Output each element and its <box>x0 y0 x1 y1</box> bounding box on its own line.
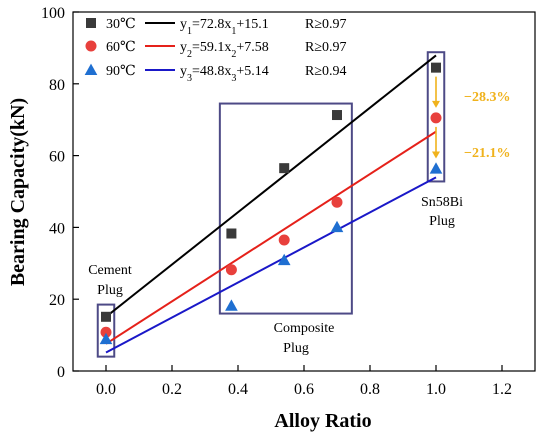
y-tick-label: 40 <box>49 220 65 237</box>
sn58bi-plug-label-line1: Sn58Bi <box>421 195 463 210</box>
legend-marker-3 <box>84 63 98 76</box>
plot-frame <box>72 11 536 372</box>
legend-r-value-2: R≥0.97 <box>305 40 347 55</box>
cement-plug-label-line1: Cement <box>88 263 132 278</box>
annotation-boxes <box>96 51 446 358</box>
annotation-box-1 <box>96 303 116 358</box>
data-point-series3 <box>99 332 113 345</box>
drop-arrow-30-to-60-head <box>432 100 440 108</box>
data-point-series3 <box>429 162 443 174</box>
composite-plug-label-line2: Plug <box>283 341 309 356</box>
tick-labels: 0.0 0.2 0.4 0.6 0.8 1.0 1.2 0 20 40 60 80 100 <box>41 5 512 398</box>
data-point-series2 <box>225 264 237 276</box>
x-tick-label: 0.2 <box>162 381 182 398</box>
plug-labels: Cement Plug Composite Plug Sn58Bi Plug <box>88 195 463 356</box>
legend-name-1: 30℃ <box>106 17 136 32</box>
data-point-series1 <box>431 62 441 73</box>
sn58bi-plug-label-line2: Plug <box>429 214 455 229</box>
legend-marker-1 <box>86 18 96 28</box>
legend-equation-1: y1=72.8x1+15.1 <box>180 17 269 37</box>
drop-arrow-60-to-90 <box>432 126 440 159</box>
annotation-box-2 <box>218 102 353 315</box>
legend-r-value-3: R≥0.94 <box>305 64 347 79</box>
legend-equation-2: y2=59.1x2+7.58 <box>180 40 269 60</box>
y-tick-label: 80 <box>49 77 65 94</box>
y-tick-label: 20 <box>49 292 65 309</box>
legend-r-value-1: R≥0.97 <box>305 17 347 32</box>
cement-plug-label-line2: Plug <box>97 283 123 298</box>
fit-line-3 <box>105 176 437 354</box>
annotation-box-3 <box>426 51 446 183</box>
x-tick-label: 0.8 <box>360 381 380 398</box>
drop-arrow-30-to-60 <box>432 76 440 108</box>
fit-line-2 <box>105 130 437 345</box>
composite-plug-label-line1: Composite <box>274 321 335 336</box>
data-point-series1 <box>279 163 290 174</box>
data-point-series2 <box>278 234 290 246</box>
y-tick-label: 100 <box>41 5 65 22</box>
data-point-series3 <box>330 220 344 233</box>
legend-name-2: 60℃ <box>106 40 136 55</box>
data-point-series3 <box>225 299 238 311</box>
data-point-series2 <box>430 112 442 124</box>
data-point-series2 <box>100 326 112 338</box>
data-point-series1 <box>226 228 237 239</box>
legend-equation-3: y3=48.8x3+5.14 <box>180 64 269 84</box>
y-tick-label: 0 <box>57 364 65 381</box>
fit-lines <box>105 54 437 354</box>
x-tick-label: 0.6 <box>294 381 314 398</box>
fit-line-1 <box>105 54 437 318</box>
legend-name-3: 90℃ <box>106 64 136 79</box>
data-point-series3 <box>277 253 291 266</box>
y-tick-label: 60 <box>49 149 65 166</box>
drop-arrow-60-to-90-head <box>432 151 440 159</box>
x-tick-label: 0.0 <box>96 381 116 398</box>
data-markers <box>99 62 443 345</box>
data-point-series2 <box>331 196 343 208</box>
x-tick-label: 1.0 <box>426 381 446 398</box>
y-axis-title: Bearing Capacity(kN) <box>7 98 29 286</box>
legend: 30℃ y1=72.8x1+15.1 R≥0.97 60℃ y2=59.1x2+7.58… <box>84 17 347 84</box>
x-tick-label: 0.4 <box>228 381 248 398</box>
drop-percentage-60-to-90: −21.1% <box>464 146 510 161</box>
x-tick-label: 1.2 <box>492 381 512 398</box>
legend-marker-2 <box>85 40 97 52</box>
data-point-series1 <box>101 311 111 322</box>
drop-percentage-30-to-60: −28.3% <box>464 90 510 105</box>
drop-arrows <box>432 76 440 159</box>
x-axis-title: Alloy Ratio <box>274 410 371 432</box>
data-point-series1 <box>332 110 342 121</box>
axis-ticks <box>73 11 503 372</box>
drop-percentages: −28.3% −21.1% <box>464 90 510 161</box>
